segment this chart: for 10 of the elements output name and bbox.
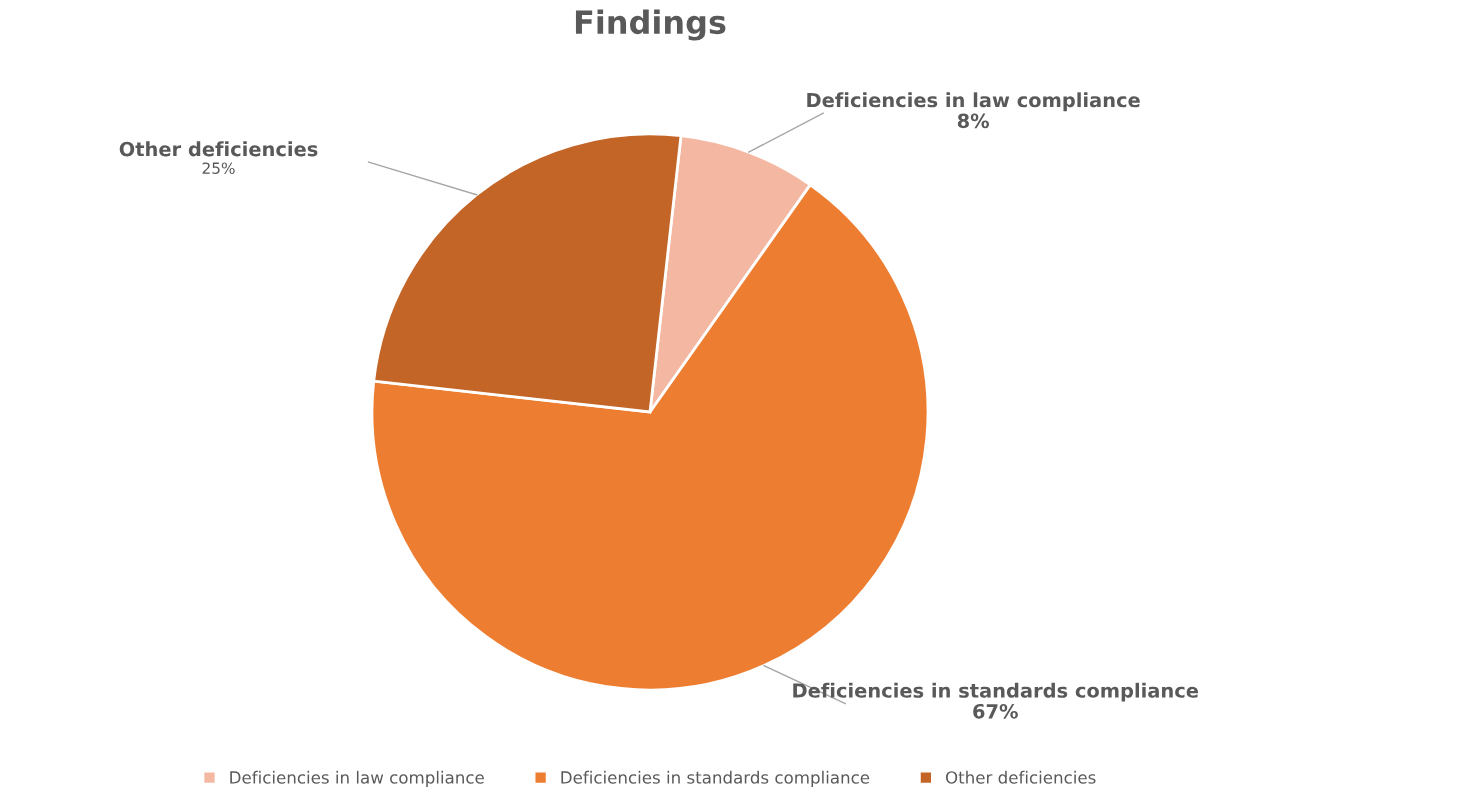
data-label: 25% (202, 162, 235, 174)
legend-label: Other deficiencies (945, 770, 1096, 784)
chart-title: Findings (575, 9, 726, 41)
slice-label: Deficiencies in standards compliance (793, 682, 1199, 702)
data-label: 8% (957, 113, 990, 129)
slice-label: Deficiencies in law compliance (807, 92, 1140, 112)
slice-label: Other deficiencies (119, 141, 318, 157)
legend-label: Deficiencies in law compliance (230, 770, 484, 787)
legend-label: Deficiencies in standards compliance (561, 770, 870, 787)
data-label: 67% (973, 703, 1018, 719)
